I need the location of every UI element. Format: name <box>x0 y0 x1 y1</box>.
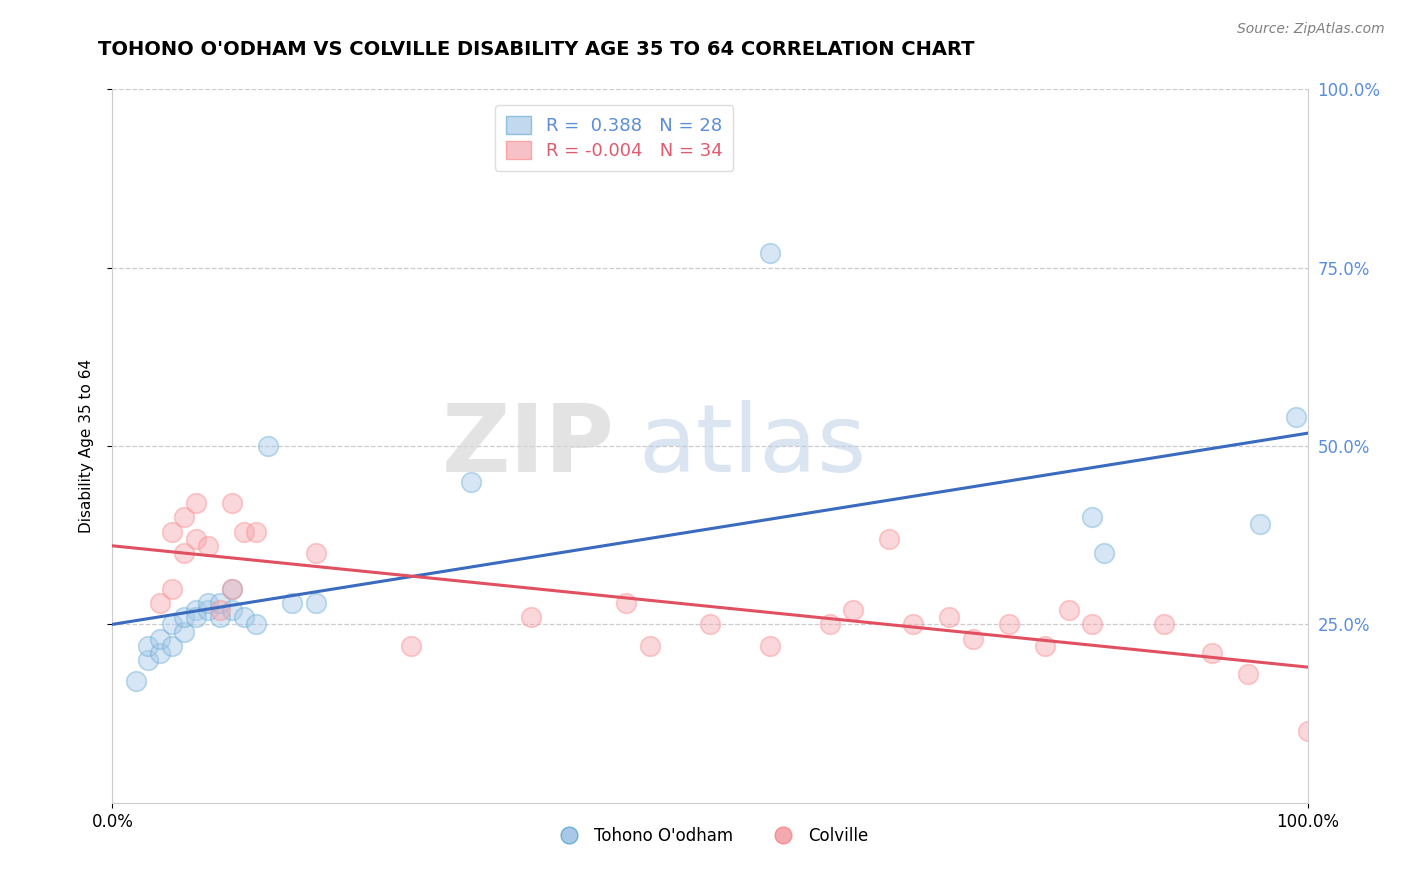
Point <box>162 524 183 539</box>
Point <box>125 674 148 689</box>
Point <box>186 603 208 617</box>
Point <box>197 603 219 617</box>
Point <box>759 246 782 260</box>
Point <box>1033 639 1056 653</box>
Point <box>640 639 662 653</box>
Point <box>938 610 960 624</box>
Point <box>186 610 208 624</box>
Point <box>173 510 195 524</box>
Legend: Tohono O'odham, Colville: Tohono O'odham, Colville <box>546 821 875 852</box>
Point <box>197 539 219 553</box>
Point <box>221 496 243 510</box>
Point <box>221 582 243 596</box>
Point <box>1057 603 1080 617</box>
Point <box>305 546 328 560</box>
Point <box>233 610 256 624</box>
Point <box>1094 546 1116 560</box>
Point <box>520 610 543 624</box>
Point <box>209 610 232 624</box>
Point <box>221 603 243 617</box>
Point <box>281 596 304 610</box>
Point <box>209 596 232 610</box>
Point <box>1153 617 1175 632</box>
Point <box>173 610 195 624</box>
Point <box>998 617 1021 632</box>
Point <box>1249 517 1271 532</box>
Point <box>209 603 232 617</box>
Point <box>903 617 925 632</box>
Point <box>149 646 172 660</box>
Text: Source: ZipAtlas.com: Source: ZipAtlas.com <box>1237 22 1385 37</box>
Point <box>879 532 901 546</box>
Point <box>186 532 208 546</box>
Y-axis label: Disability Age 35 to 64: Disability Age 35 to 64 <box>79 359 94 533</box>
Point <box>1081 617 1104 632</box>
Point <box>1237 667 1260 681</box>
Point <box>1081 510 1104 524</box>
Point <box>1201 646 1223 660</box>
Text: ZIP: ZIP <box>441 400 614 492</box>
Point <box>245 524 267 539</box>
Point <box>401 639 423 653</box>
Point <box>138 639 160 653</box>
Point <box>1285 410 1308 425</box>
Text: TOHONO O'ODHAM VS COLVILLE DISABILITY AGE 35 TO 64 CORRELATION CHART: TOHONO O'ODHAM VS COLVILLE DISABILITY AG… <box>98 40 974 59</box>
Point <box>616 596 638 610</box>
Point <box>138 653 160 667</box>
Point <box>1296 724 1319 739</box>
Point <box>962 632 984 646</box>
Point <box>305 596 328 610</box>
Point <box>245 617 267 632</box>
Point <box>173 546 195 560</box>
Point <box>221 582 243 596</box>
Text: atlas: atlas <box>638 400 866 492</box>
Point <box>173 624 195 639</box>
Point <box>257 439 280 453</box>
Point <box>162 617 183 632</box>
Point <box>162 639 183 653</box>
Point <box>186 496 208 510</box>
Point <box>818 617 841 632</box>
Point <box>699 617 721 632</box>
Point <box>162 582 183 596</box>
Point <box>197 596 219 610</box>
Point <box>842 603 865 617</box>
Point <box>460 475 482 489</box>
Point <box>233 524 256 539</box>
Point <box>759 639 782 653</box>
Point <box>149 596 172 610</box>
Point <box>149 632 172 646</box>
